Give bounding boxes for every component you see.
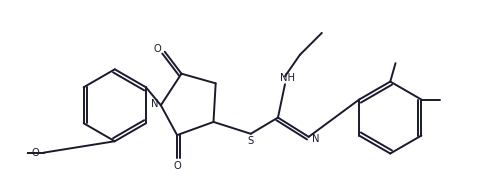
Text: O: O bbox=[173, 161, 181, 171]
Text: O: O bbox=[32, 148, 40, 158]
Text: O: O bbox=[153, 44, 161, 54]
Text: N: N bbox=[151, 98, 158, 108]
Text: NH: NH bbox=[280, 73, 295, 83]
Text: N: N bbox=[312, 134, 319, 144]
Text: S: S bbox=[248, 136, 254, 146]
